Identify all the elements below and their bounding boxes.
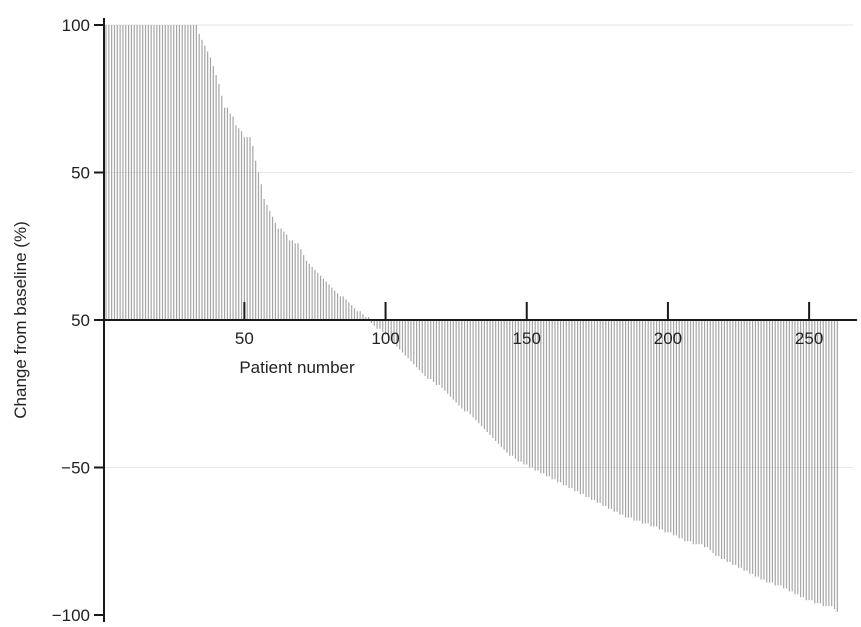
y-tick-label: −50	[61, 459, 90, 478]
x-tick-label: 250	[795, 329, 823, 348]
y-axis-ticks: 100 50 50 −50 −100	[52, 16, 104, 625]
y-tick-label: 50	[71, 164, 90, 183]
x-tick-label: 100	[371, 329, 399, 348]
y-tick-label: −100	[52, 606, 90, 622]
y-tick-label: 100	[62, 16, 90, 35]
x-tick-label: 150	[513, 329, 541, 348]
bar-series	[105, 25, 838, 613]
grid-lines	[104, 24, 853, 468]
y-tick-label: 50	[71, 311, 90, 330]
y-axis-title: Change from baseline (%)	[11, 221, 30, 418]
x-axis-title: Patient number	[239, 358, 355, 377]
x-tick-label: 50	[235, 329, 254, 348]
x-tick-label: 200	[654, 329, 682, 348]
x-axis-ticks: 50 100 150 200 250	[235, 302, 823, 348]
